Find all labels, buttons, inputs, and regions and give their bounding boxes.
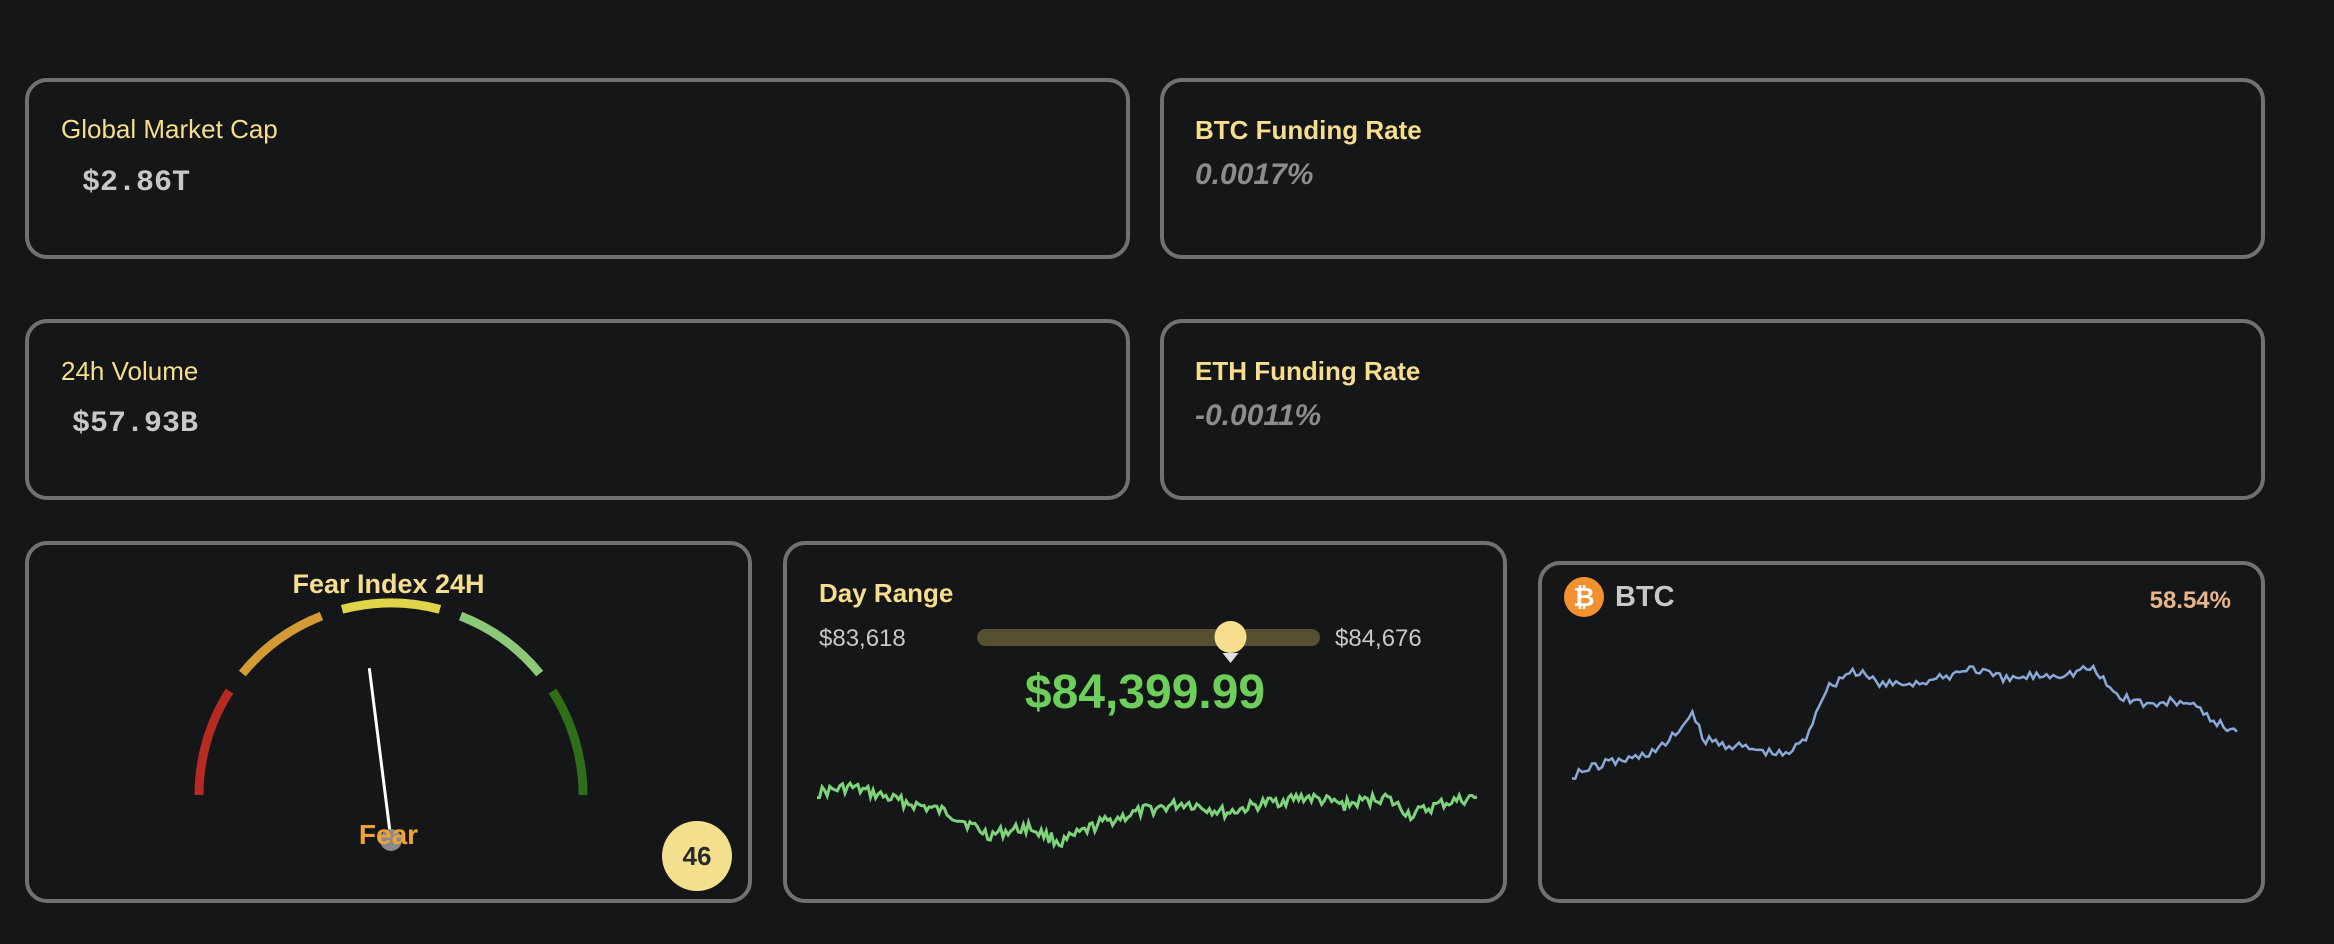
volume-24h-card: 24h Volume $57.93B <box>25 319 1130 500</box>
gauge-zone-5 <box>548 688 588 796</box>
volume-24h-label: 24h Volume <box>61 356 199 386</box>
global-market-cap-value: $2.86T <box>82 166 191 200</box>
bitcoin-icon: ₿ <box>1564 577 1604 617</box>
day-range-sparkline-path <box>816 780 1478 850</box>
day-range-pointer <box>1222 653 1239 663</box>
fear-value-text: 46 <box>682 840 712 871</box>
btc-card: ₿ BTC 58.54% <box>1538 561 2265 903</box>
day-range-card: Day Range $83,618 $84,676 $84,399.99 <box>783 541 1507 903</box>
gauge-hub <box>380 829 402 851</box>
gauge-zone-2 <box>238 611 324 677</box>
fear-index-title: Fear Index 24H <box>292 569 485 599</box>
eth-funding-rate-card: ETH Funding Rate -0.0011% <box>1160 319 2265 500</box>
fear-status-label: Fear <box>358 819 419 850</box>
btc-sparkline <box>1571 663 2238 780</box>
global-market-cap-label: Global Market Cap <box>61 114 278 144</box>
day-range-knob <box>1214 621 1247 653</box>
gauge-zone-1 <box>194 688 234 796</box>
day-range-title: Day Range <box>819 578 954 608</box>
gauge-needle <box>367 667 393 842</box>
gauge-zone-3 <box>340 598 442 614</box>
eth-funding-rate-value: -0.0011% <box>1195 399 1322 432</box>
day-range-sparkline <box>816 780 1478 850</box>
fear-gauge <box>194 598 588 851</box>
eth-funding-rate-label: ETH Funding Rate <box>1195 356 1421 386</box>
btc-funding-rate-label: BTC Funding Rate <box>1195 115 1422 145</box>
current-price: $84,399.99 <box>1024 666 1266 719</box>
btc-name: BTC <box>1615 581 1675 613</box>
volume-24h-value: $57.93B <box>72 407 199 441</box>
day-range-high: $84,676 <box>1335 625 1422 652</box>
gauge-zone-4 <box>458 611 544 677</box>
fear-value-badge: 46 <box>662 821 732 891</box>
btc-funding-rate-value: 0.0017% <box>1195 158 1314 191</box>
day-range-marker <box>1214 621 1247 663</box>
btc-sparkline-path <box>1571 663 2238 780</box>
btc-funding-rate-card: BTC Funding Rate 0.0017% <box>1160 78 2265 259</box>
global-market-cap-card: Global Market Cap $2.86T <box>25 78 1130 259</box>
btc-percent: 58.54% <box>2149 587 2231 614</box>
fear-index-card: Fear Index 24H Fear 46 <box>25 541 752 903</box>
day-range-low: $83,618 <box>819 625 906 652</box>
